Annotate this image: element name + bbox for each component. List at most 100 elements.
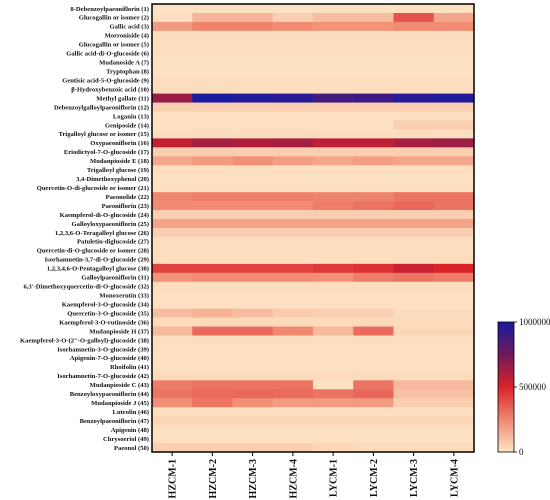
heatmap-cell — [192, 362, 233, 372]
heatmap-cell — [152, 129, 193, 139]
heatmap-cell — [433, 66, 475, 76]
heatmap-cell — [152, 263, 193, 274]
heatmap-cell — [192, 416, 233, 426]
heatmap-cell — [232, 4, 274, 14]
heatmap-cell — [232, 30, 274, 41]
heatmap-cell — [152, 281, 193, 292]
heatmap-cell — [433, 407, 475, 417]
row-labels: 8-Debenzoylpaeoniflorin (1) Glucogallin o… — [20, 6, 149, 452]
heatmap-cell — [433, 326, 475, 336]
heatmap-cell — [433, 353, 475, 363]
heatmap-cell — [232, 84, 274, 94]
heatmap-cell — [232, 174, 274, 184]
heatmap-cell — [393, 407, 435, 417]
heatmap-cell — [433, 416, 475, 426]
heatmap-cell — [433, 30, 475, 41]
heatmap-cell — [393, 335, 435, 345]
heatmap-cell — [272, 84, 314, 94]
heatmap-cell — [313, 156, 354, 166]
heatmap-cell — [272, 290, 314, 300]
colorbar: 0 500000 1000000 — [497, 317, 550, 457]
heatmap-cell — [232, 290, 274, 300]
heatmap-cell — [393, 201, 435, 211]
heatmap-cell — [272, 93, 314, 103]
heatmap-cell — [232, 219, 274, 229]
heatmap-cell — [272, 102, 314, 112]
heatmap-cell — [393, 326, 435, 336]
heatmap-cell — [272, 299, 314, 309]
heatmap-cell — [152, 57, 193, 68]
heatmap-cell — [152, 434, 193, 444]
heatmap-cell — [232, 111, 274, 121]
heatmap-cell — [192, 12, 233, 23]
heatmap-cell — [152, 425, 193, 435]
heatmap-cell — [433, 219, 475, 229]
heatmap-cell — [272, 416, 314, 426]
heatmap-cell — [192, 147, 233, 157]
heatmap-cell — [393, 84, 435, 94]
heatmap-cell — [433, 317, 475, 327]
heatmap-cell — [353, 183, 394, 193]
heatmap-cell — [152, 389, 193, 399]
heatmap-cell — [232, 192, 274, 202]
heatmap-cell — [272, 39, 314, 50]
heatmap-cell — [232, 138, 274, 148]
heatmap-cell — [433, 272, 475, 283]
heatmap-cell — [353, 201, 394, 211]
heatmap-cell — [192, 353, 233, 363]
heatmap-cell — [433, 156, 475, 166]
row-label: Loganin (13) — [113, 113, 149, 120]
heatmap-cell — [313, 371, 354, 381]
heatmap-cell — [232, 75, 274, 85]
heatmap-cell — [272, 389, 314, 399]
heatmap-cell — [192, 174, 233, 184]
heatmap-cell — [393, 120, 435, 130]
heatmap-cell — [313, 290, 354, 300]
heatmap-cell — [192, 111, 233, 121]
heatmap-cell — [232, 21, 274, 32]
row-label: Isorhamnetin-7-O-glucoside (42) — [57, 373, 149, 380]
heatmap-cell — [433, 443, 475, 453]
heatmap-cell — [433, 299, 475, 309]
heatmap-cell — [272, 362, 314, 372]
heatmap-cell — [353, 407, 394, 417]
heatmap-cell — [393, 263, 435, 274]
heatmap-cell — [232, 210, 274, 220]
row-label: Gallic acid (3) — [109, 24, 149, 31]
heatmap-cell — [393, 111, 435, 121]
row-label: Glucogallin or isomer (5) — [79, 42, 149, 49]
column-label: LYCM-3 — [409, 459, 420, 497]
heatmap-cell — [152, 236, 193, 247]
colorbar-ticks: 0 500000 1000000 — [514, 317, 550, 457]
heatmap-cell — [433, 344, 475, 354]
heatmap-cell — [232, 201, 274, 211]
heatmap-cell — [152, 299, 193, 309]
heatmap-cell — [313, 407, 354, 417]
row-label: Trigalloyl glucose or isomer (15) — [59, 131, 149, 138]
heatmap-cell — [313, 236, 354, 247]
heatmap-cell — [313, 434, 354, 444]
heatmap-cell — [353, 281, 394, 292]
heatmap-cell — [232, 308, 274, 318]
heatmap-cell — [192, 93, 233, 103]
heatmap-cell — [433, 245, 475, 256]
heatmap-cell — [433, 210, 475, 220]
heatmap-cell — [393, 21, 435, 32]
heatmap-cell — [313, 317, 354, 327]
heatmap-cell — [313, 201, 354, 211]
heatmap-cell — [313, 93, 354, 103]
heatmap-cell — [192, 228, 233, 238]
row-label: Kaempferol-3-O-rutinoside (36) — [59, 319, 149, 326]
heatmap-cell — [192, 389, 233, 399]
heatmap-cell — [393, 353, 435, 363]
heatmap-cell — [152, 147, 193, 157]
heatmap-cell — [152, 362, 193, 372]
row-label: Gentisic acid-5-O-glucoside (9) — [62, 77, 149, 84]
column-label: LYCM-1 — [329, 459, 340, 497]
heatmap-cell — [232, 380, 274, 390]
heatmap-cell — [353, 66, 394, 76]
row-label: Quercetin-3-O-glucoside (35) — [67, 310, 149, 317]
heatmap-cell — [272, 434, 314, 444]
row-label: Eriodictyol-7-O-glucoside (17) — [64, 149, 149, 156]
heatmap-cell — [192, 4, 233, 14]
